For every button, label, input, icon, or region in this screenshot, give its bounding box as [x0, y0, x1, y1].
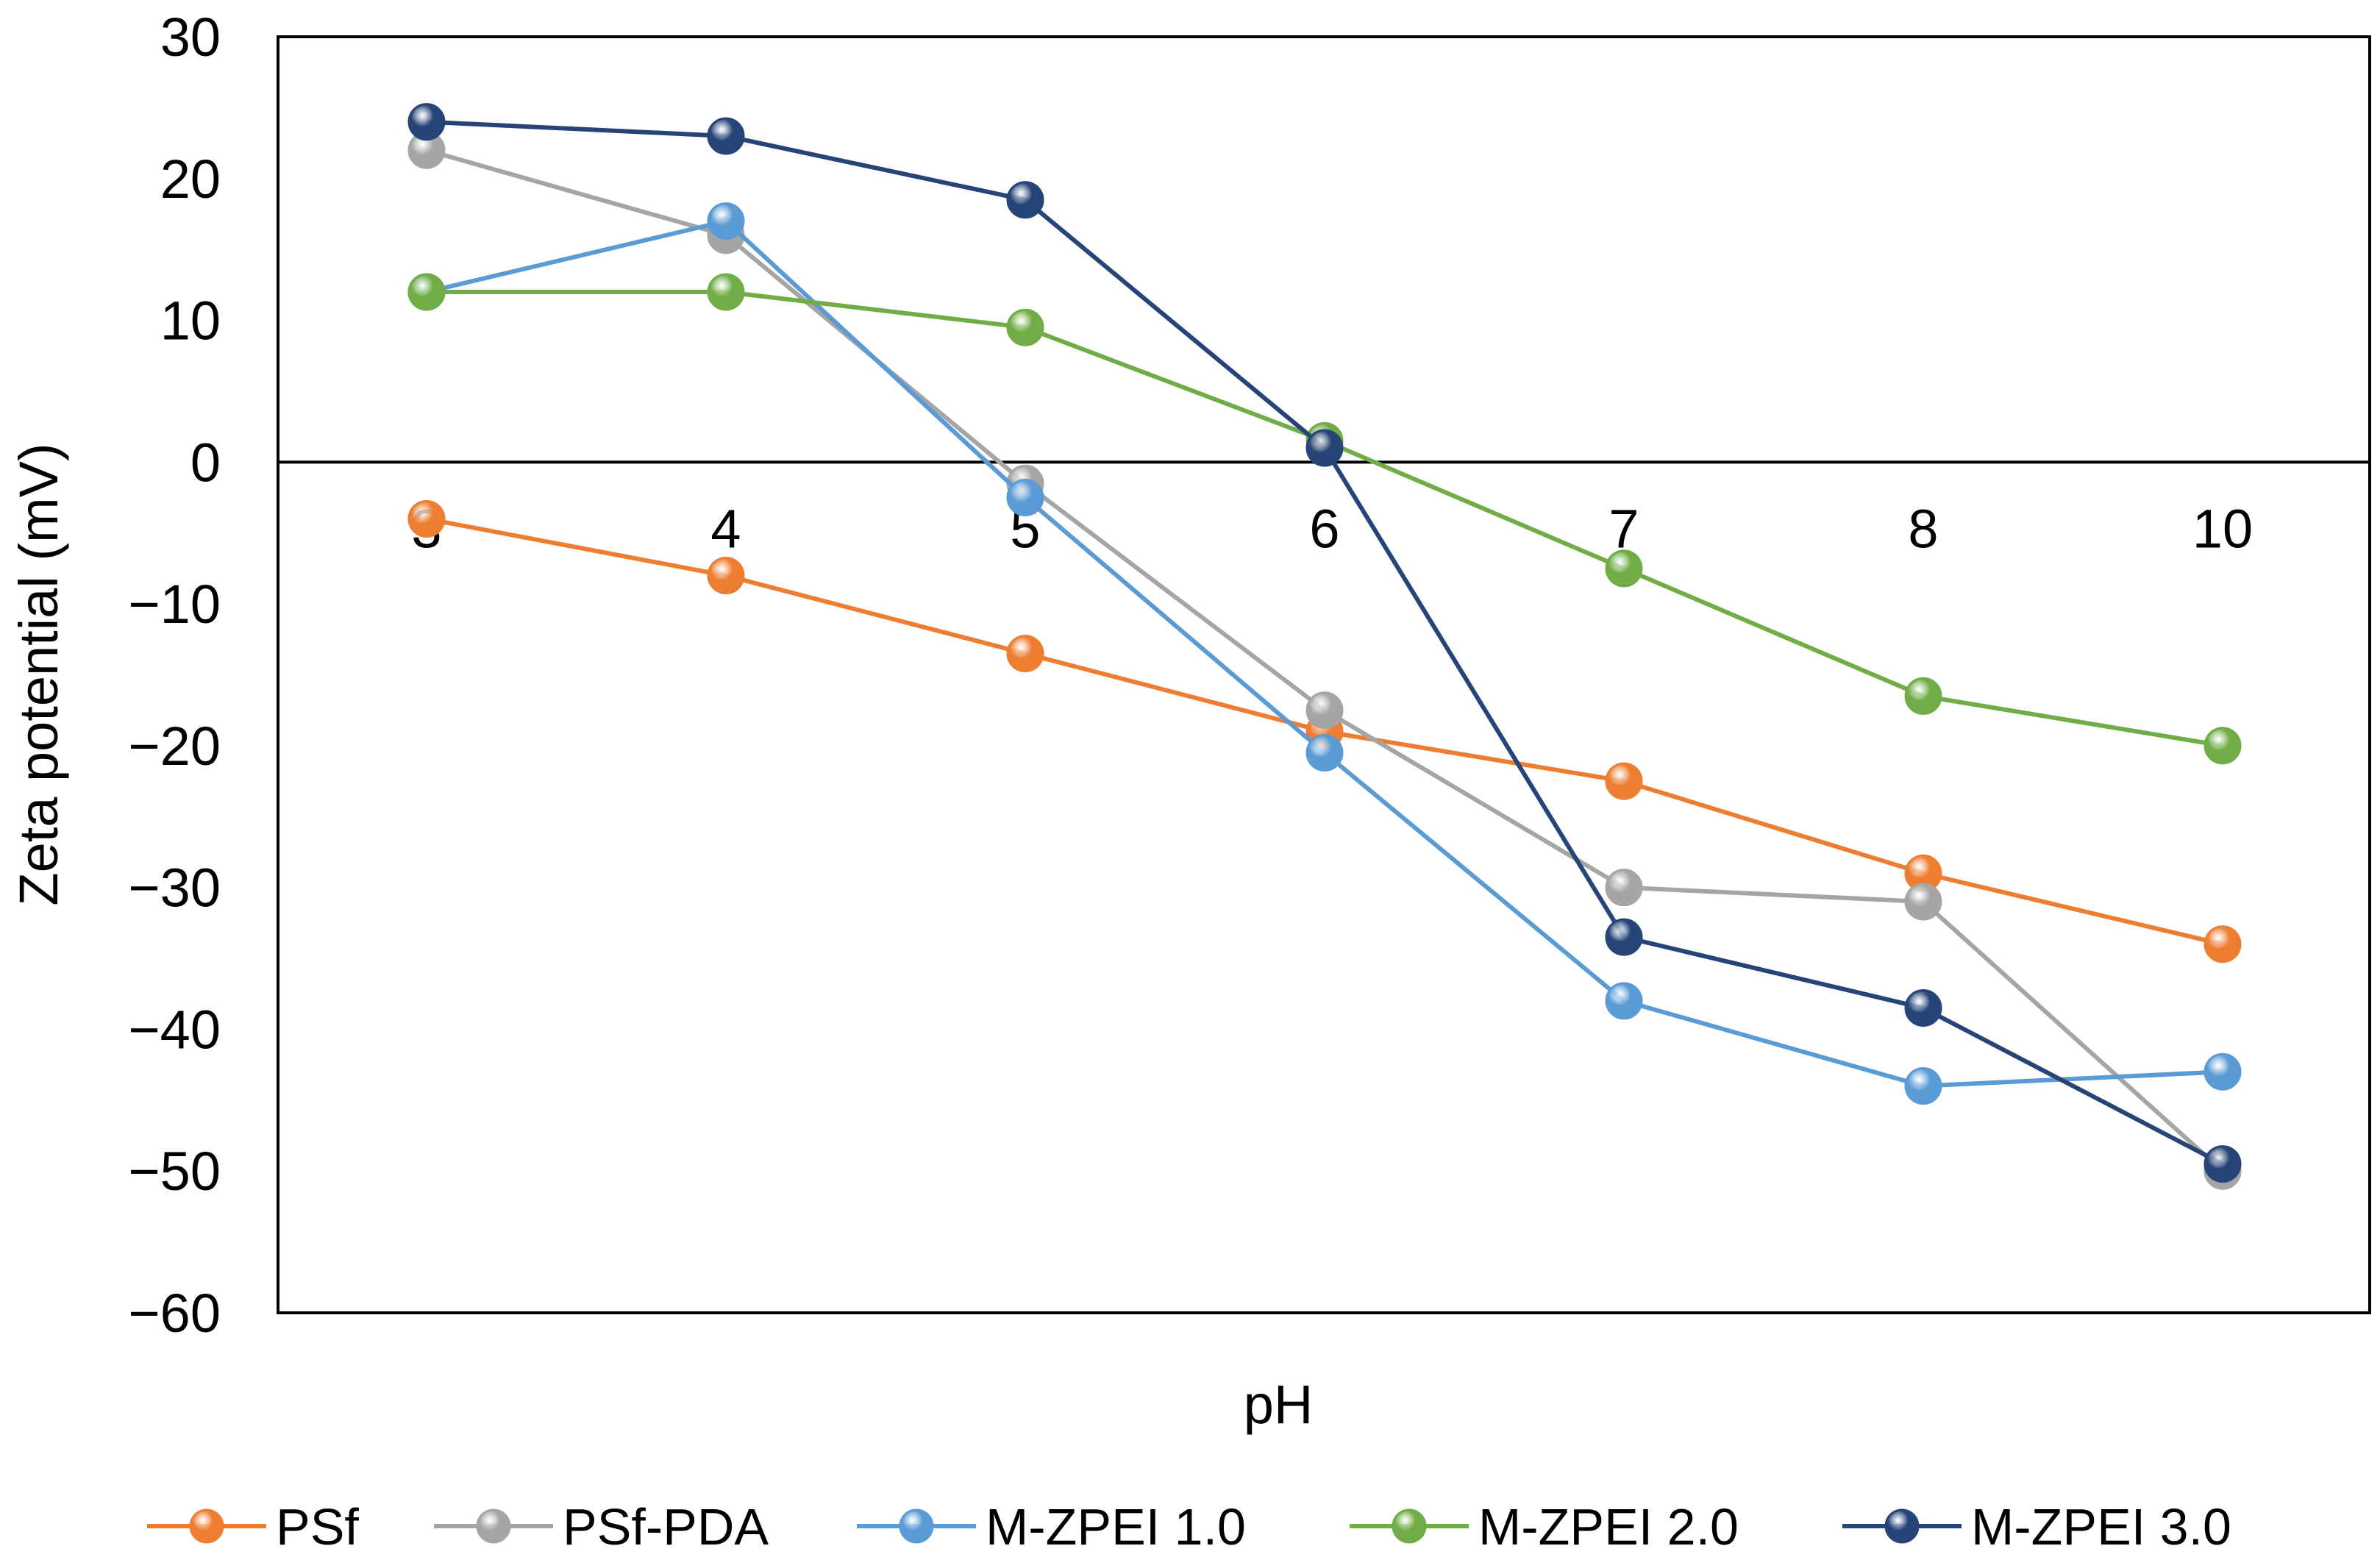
x-tick-label: 4	[710, 498, 741, 559]
series-line	[426, 148, 2225, 1173]
data-point	[707, 202, 745, 241]
data-point	[1904, 1067, 1942, 1105]
series-line	[426, 218, 2223, 1089]
data-point	[1006, 635, 1044, 673]
legend-item: M-ZPEI 3.0	[1842, 1498, 2231, 1556]
data-point	[2203, 1145, 2242, 1183]
data-point	[407, 103, 446, 141]
x-axis-tick-labels: 34567810	[411, 498, 2253, 559]
legend-marker	[1884, 1508, 1920, 1544]
y-tick-label: −60	[128, 1283, 221, 1344]
legend-label: M-ZPEI 1.0	[986, 1498, 1246, 1556]
legend-label: M-ZPEI 3.0	[1971, 1498, 2231, 1556]
data-point	[1605, 549, 1643, 588]
legend-label: M-ZPEI 2.0	[1478, 1498, 1739, 1556]
data-point	[1305, 691, 1344, 730]
legend-item: PSf-PDA	[434, 1498, 769, 1556]
x-tick-label: 6	[1309, 498, 1339, 559]
data-point	[407, 499, 446, 538]
data-point	[2203, 727, 2242, 765]
legend-marker	[189, 1508, 224, 1544]
x-axis-title: pH	[1244, 1374, 1314, 1435]
y-tick-label: 20	[160, 149, 221, 210]
data-point	[707, 117, 745, 155]
legend-label: PSf	[276, 1498, 359, 1556]
legend-item: M-ZPEI 1.0	[857, 1498, 1246, 1556]
legend-item: M-ZPEI 2.0	[1350, 1498, 1739, 1556]
y-axis-title: Zeta potential (mV)	[8, 443, 69, 905]
series-m-zpei-1-0	[407, 202, 2242, 1105]
data-point	[2203, 1052, 2242, 1091]
data-point	[1305, 734, 1344, 772]
y-tick-label: −50	[128, 1141, 221, 1202]
y-tick-label: 0	[190, 432, 221, 493]
x-tick-label: 10	[2192, 498, 2253, 559]
legend-marker	[899, 1508, 934, 1544]
legend-item: PSf	[147, 1498, 359, 1556]
series-m-zpei-2-0	[407, 273, 2242, 765]
series-m-zpei-3-0	[407, 103, 2242, 1183]
data-point	[1904, 677, 1942, 715]
data-point	[1006, 479, 1044, 517]
data-point	[1605, 918, 1643, 956]
y-tick-label: −40	[128, 999, 221, 1060]
plot-area-frame	[277, 35, 2371, 1314]
y-tick-label: 30	[160, 7, 221, 68]
x-tick-label: 8	[1908, 498, 1938, 559]
legend: PSf PSf-PDA M-ZPEI 1.0 M-ZPEI 2.0 M-ZPEI 3.0	[147, 1498, 2231, 1556]
series-layer	[407, 103, 2242, 1190]
legend-marker	[476, 1508, 511, 1544]
x-tick-label: 7	[1608, 498, 1639, 559]
legend-marker	[1392, 1508, 1427, 1544]
data-point	[1006, 308, 1044, 346]
data-point	[2203, 925, 2242, 963]
data-point	[707, 557, 745, 595]
y-tick-label: −30	[128, 858, 221, 919]
data-point	[407, 273, 446, 311]
y-tick-label: 10	[160, 291, 221, 352]
data-point	[1305, 429, 1344, 467]
data-point	[1904, 989, 1942, 1027]
y-axis-tick-labels: 30 20 10 0 −10 −20 −30 −40 −50 −60	[128, 7, 221, 1344]
y-tick-label: −10	[128, 574, 221, 635]
series-psf	[407, 499, 2242, 963]
data-point	[1605, 869, 1643, 907]
data-point	[707, 273, 745, 311]
data-point	[1006, 181, 1044, 219]
legend-label: PSf-PDA	[563, 1498, 769, 1556]
data-point	[1605, 982, 1643, 1020]
series-line	[426, 119, 2224, 1166]
y-tick-label: −20	[128, 716, 221, 777]
data-point	[1904, 883, 1942, 921]
data-point	[1605, 762, 1643, 800]
